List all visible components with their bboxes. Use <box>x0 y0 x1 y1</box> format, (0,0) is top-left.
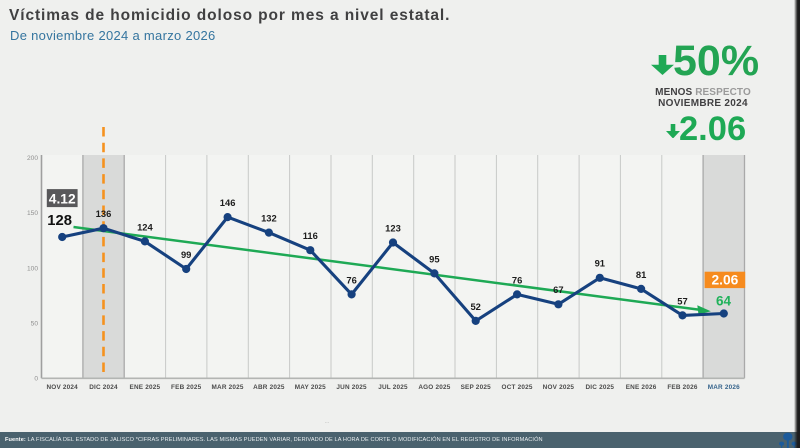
svg-text:MAR 2025: MAR 2025 <box>212 384 244 391</box>
svg-text:100: 100 <box>27 265 38 272</box>
svg-text:JUN 2025: JUN 2025 <box>336 384 367 391</box>
svg-text:2.06: 2.06 <box>711 273 738 288</box>
svg-text:146: 146 <box>220 197 236 208</box>
svg-text:OCT 2025: OCT 2025 <box>502 384 533 391</box>
svg-text:50: 50 <box>31 321 39 328</box>
svg-text:SEP 2025: SEP 2025 <box>461 384 492 391</box>
svg-text:ENE 2026: ENE 2026 <box>626 384 657 391</box>
svg-text:150: 150 <box>27 210 38 217</box>
svg-text:136: 136 <box>96 208 112 219</box>
svg-text:MAY 2025: MAY 2025 <box>295 384 326 391</box>
svg-text:95: 95 <box>429 253 439 264</box>
svg-text:ENE 2025: ENE 2025 <box>130 384 161 391</box>
svg-text:MAR 2026: MAR 2026 <box>708 384 740 391</box>
svg-text:ABR 2025: ABR 2025 <box>253 384 285 391</box>
svg-text:FEB 2025: FEB 2025 <box>171 384 202 391</box>
svg-text:FEB 2026: FEB 2026 <box>667 384 698 391</box>
svg-text:JUL 2025: JUL 2025 <box>378 384 408 391</box>
svg-text:123: 123 <box>385 222 401 233</box>
svg-text:124: 124 <box>137 221 153 232</box>
svg-text:NOV 2024: NOV 2024 <box>46 384 78 391</box>
svg-text:AGO 2025: AGO 2025 <box>418 384 450 391</box>
svg-text:64: 64 <box>716 294 732 309</box>
svg-text:81: 81 <box>636 269 646 280</box>
svg-text:132: 132 <box>261 213 277 224</box>
svg-text:NOV 2025: NOV 2025 <box>543 384 575 391</box>
svg-text:91: 91 <box>595 258 605 269</box>
svg-text:116: 116 <box>303 230 318 241</box>
svg-text:DIC 2025: DIC 2025 <box>585 384 614 391</box>
svg-text:52: 52 <box>470 301 480 312</box>
svg-text:99: 99 <box>181 249 191 260</box>
svg-text:4.12: 4.12 <box>49 191 76 206</box>
svg-text:76: 76 <box>512 274 522 285</box>
svg-text:0: 0 <box>34 376 38 383</box>
svg-text:200: 200 <box>27 155 38 162</box>
svg-text:128: 128 <box>47 213 72 229</box>
svg-text:DIC 2024: DIC 2024 <box>89 384 118 391</box>
svg-text:57: 57 <box>677 295 687 306</box>
svg-text:...: ... <box>324 419 329 425</box>
svg-text:76: 76 <box>346 274 356 285</box>
svg-text:67: 67 <box>553 284 563 295</box>
